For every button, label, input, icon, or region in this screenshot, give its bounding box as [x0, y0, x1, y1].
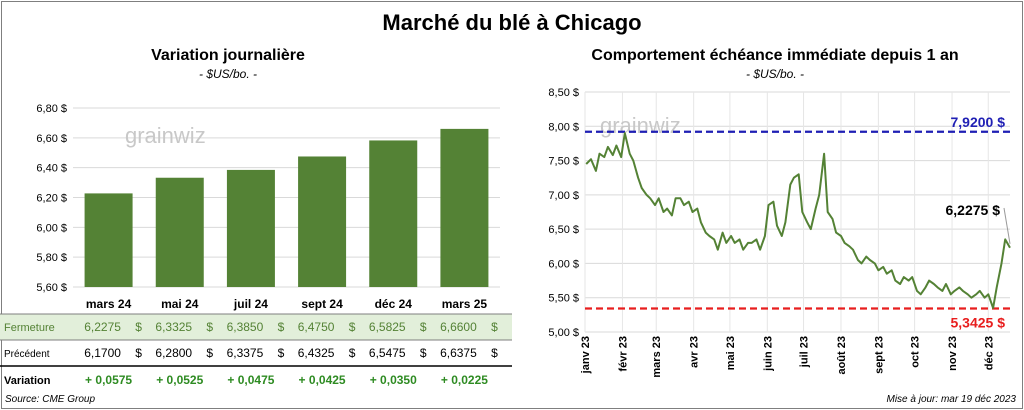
source-note: Source: CME Group: [5, 394, 96, 405]
last-price-label: 6,2275 $: [946, 202, 1001, 218]
bar: [155, 177, 204, 287]
table-cell: 6,2800: [155, 346, 192, 360]
table-cell-unit: $: [278, 346, 285, 360]
table-row-label: Variation: [4, 375, 51, 387]
right-chart-title: Comportement échéance immédiate depuis 1…: [591, 47, 959, 64]
line-xtick-label: août 23: [836, 336, 848, 375]
line-chart: grainwiz 5,00 $ 5,50 $ 6,00 $ 6,50 $ 7,00 $ 7…: [548, 87, 1011, 378]
bar-ytick-label: 6,20 $: [36, 193, 67, 205]
bar-ytick-label: 6,80 $: [36, 103, 67, 115]
table-cell-unit: $: [491, 320, 498, 334]
line-ytick-label: 5,50 $: [548, 293, 579, 305]
bar-xtick-label: mars 24: [86, 297, 132, 311]
last-price-leader: [1003, 207, 1011, 244]
min-label: 5,3425 $: [951, 315, 1006, 331]
table-cell: + 0,0525: [156, 373, 203, 387]
highlight-row-bg: [0, 314, 512, 340]
bar-ytick-label: 5,80 $: [36, 252, 67, 264]
line-xtick-label: sept 23: [873, 336, 885, 374]
update-note: Mise à jour: mar 19 déc 2023: [886, 394, 1016, 405]
table-cell: 6,5475: [369, 346, 406, 360]
line-ytick-label: 7,50 $: [548, 156, 579, 168]
line-xtick-label: nov 23: [947, 336, 959, 371]
line-ytick-label: 6,50 $: [548, 224, 579, 236]
bar-ytick-label: 6,40 $: [36, 163, 67, 175]
table-cell: 6,3325: [155, 320, 192, 334]
bar-ytick-label: 6,00 $: [36, 222, 67, 234]
bar-chart: grainwiz 5,60 $ 5,80 $ 6,00 $ 6,20 $ 6,40 $ 6…: [0, 103, 512, 387]
table-cell: + 0,0575: [85, 373, 132, 387]
table-cell: + 0,0475: [227, 373, 274, 387]
line-ytick-label: 5,00 $: [548, 327, 579, 339]
line-watermark: grainwiz: [600, 113, 681, 138]
bar: [298, 156, 347, 287]
bar-xtick-label: mars 25: [442, 297, 488, 311]
table-cell-unit: $: [206, 320, 213, 334]
main-title: Marché du blé à Chicago: [382, 10, 642, 35]
table-cell: 6,4750: [298, 320, 335, 334]
bar: [440, 128, 489, 287]
table-cell-unit: $: [278, 320, 285, 334]
bar-xtick-label: déc 24: [375, 297, 413, 311]
line-xtick-label: juil 23: [799, 336, 811, 368]
table-cell: 6,5825: [369, 320, 406, 334]
left-chart-subtitle: - $US/bo. -: [198, 67, 258, 81]
table-cell-unit: $: [349, 346, 356, 360]
bar-ytick-label: 5,60 $: [36, 282, 67, 294]
line-ytick-label: 8,50 $: [548, 87, 579, 99]
table-cell-unit: $: [206, 346, 213, 360]
bar-xtick-label: sept 24: [301, 297, 343, 311]
line-xtick-label: avr 23: [689, 336, 701, 368]
right-chart-subtitle: - $US/bo. -: [745, 67, 805, 81]
table-cell-unit: $: [135, 320, 142, 334]
line-xtick-label: déc 23: [983, 336, 995, 370]
table-cell: 6,3850: [227, 320, 264, 334]
line-ytick-label: 7,00 $: [548, 190, 579, 202]
table-cell: 6,4325: [298, 346, 335, 360]
table-cell-unit: $: [349, 320, 356, 334]
table-cell: 6,6375: [440, 346, 477, 360]
bar: [226, 169, 275, 287]
table-cell: + 0,0225: [441, 373, 488, 387]
table-cell: 6,1700: [84, 346, 121, 360]
bar-xtick-label: mai 24: [161, 297, 199, 311]
line-xtick-label: févr 23: [617, 336, 629, 371]
table-cell-unit: $: [420, 346, 427, 360]
line-ytick-label: 8,00 $: [548, 121, 579, 133]
bar: [84, 193, 133, 287]
table-cell-unit: $: [491, 346, 498, 360]
bar-xtick-label: juil 24: [233, 297, 268, 311]
table-cell-unit: $: [420, 320, 427, 334]
table-cell: 6,6600: [440, 320, 477, 334]
table-cell: 6,2275: [84, 320, 121, 334]
line-xtick-label: mai 23: [725, 336, 737, 370]
line-xtick-label: janv 23: [580, 336, 592, 374]
left-chart-title: Variation journalière: [151, 47, 305, 64]
price-line: [585, 132, 1011, 309]
bar-watermark: grainwiz: [125, 123, 206, 148]
line-xtick-label: mars 23: [651, 336, 663, 378]
line-ytick-label: 6,00 $: [548, 258, 579, 270]
table-cell: + 0,0350: [370, 373, 417, 387]
table-row-label: Fermeture: [4, 322, 55, 334]
bar-ytick-label: 6,60 $: [36, 133, 67, 145]
max-label: 7,9200 $: [951, 114, 1006, 130]
line-xtick-label: juin 23: [762, 336, 774, 372]
table-cell: + 0,0425: [299, 373, 346, 387]
table-row-label: Précédent: [4, 349, 50, 360]
line-xtick-label: oct 23: [910, 336, 922, 368]
table-cell-unit: $: [135, 346, 142, 360]
bar: [369, 140, 418, 287]
table-cell: 6,3375: [227, 346, 264, 360]
